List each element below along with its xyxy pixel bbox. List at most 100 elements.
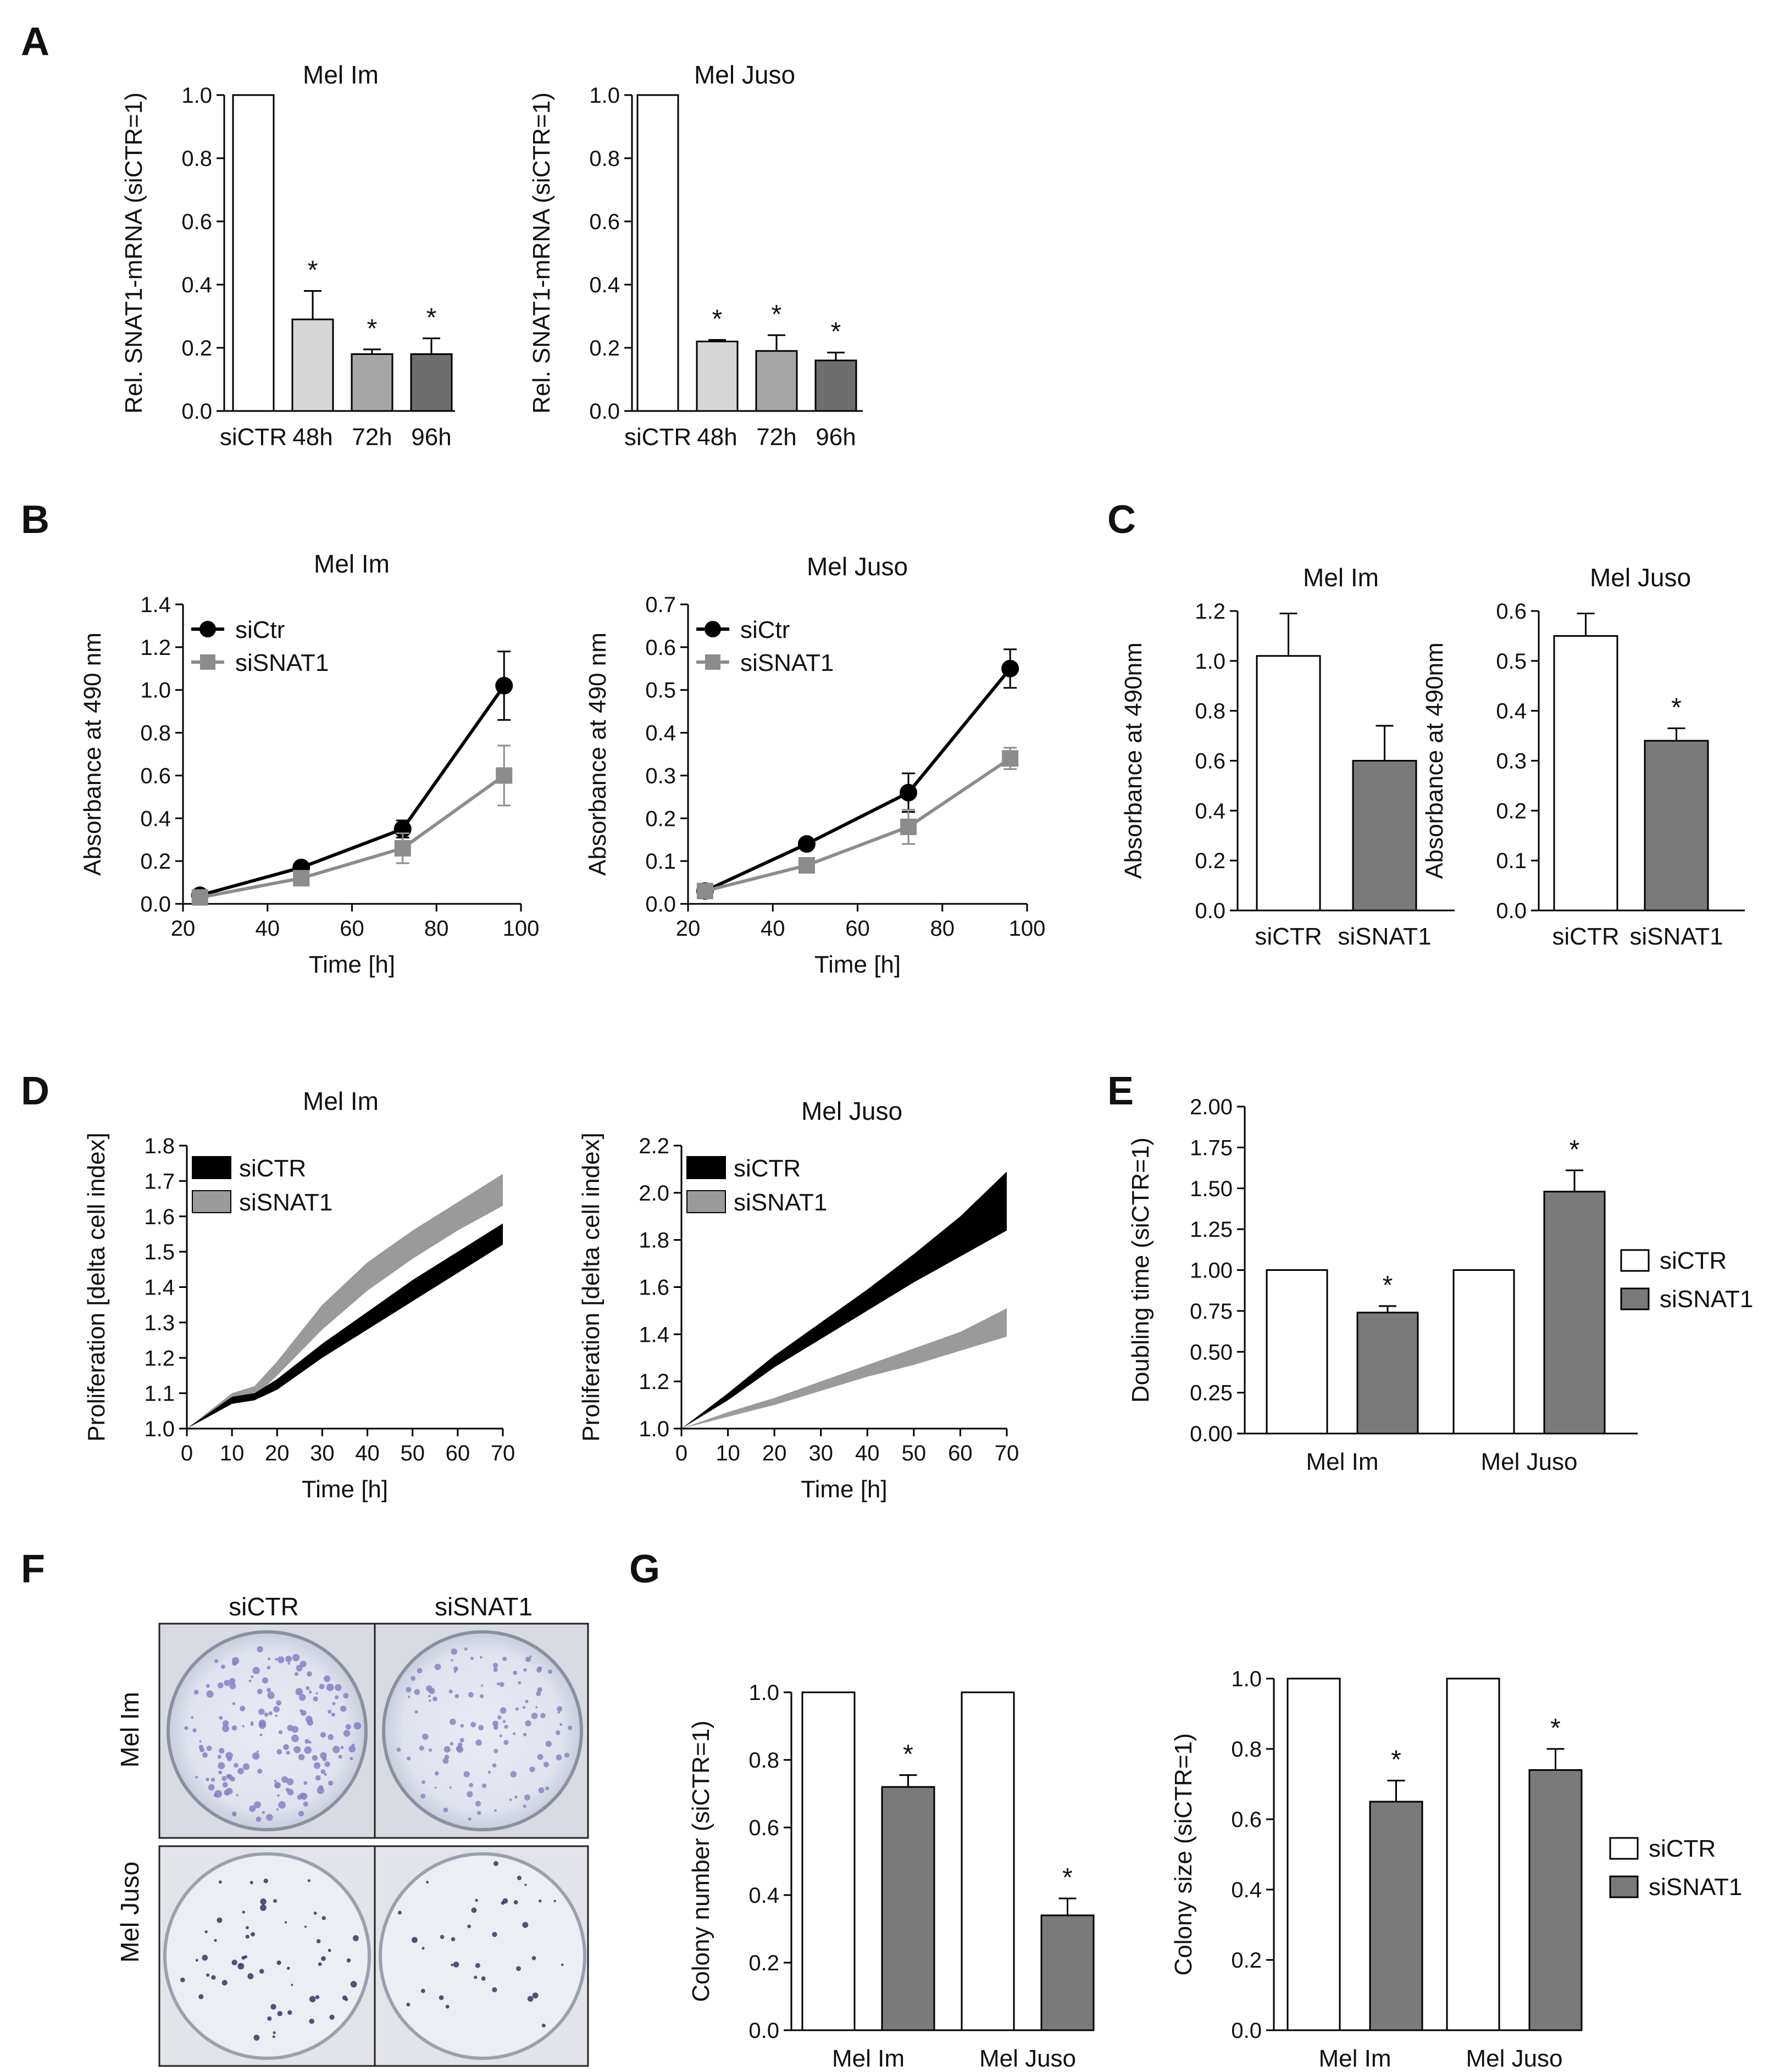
colony-dot	[324, 1761, 330, 1767]
colony-dot	[287, 2010, 292, 2015]
series-band	[681, 1171, 1007, 1429]
colony-dot	[224, 1680, 230, 1686]
colony-dot	[432, 1696, 437, 1702]
legend-marker	[200, 654, 215, 670]
y-tick-label: 0.5	[645, 679, 676, 703]
colony-dot	[198, 1994, 204, 1999]
colony-dot	[469, 1782, 473, 1787]
y-axis-label: Doubling time (siCTR=1)	[1127, 1137, 1154, 1403]
colony-dot	[322, 1757, 327, 1762]
colony-dot	[536, 1667, 542, 1673]
significance-marker: *	[712, 305, 723, 334]
colony-dot	[545, 1786, 550, 1791]
significance-marker: *	[831, 318, 841, 347]
series-band	[187, 1223, 503, 1429]
colony-dot	[470, 1721, 476, 1727]
colony-dot	[195, 1959, 198, 1962]
colony-dot	[414, 1710, 418, 1714]
colony-dot	[492, 1763, 497, 1768]
colony-dot	[492, 1663, 498, 1668]
colony-dot	[285, 1656, 292, 1663]
bar	[1040, 1914, 1095, 2031]
legend-marker	[199, 621, 216, 637]
y-tick-label: 0.2	[1195, 849, 1225, 873]
y-tick-label: 0.0	[140, 892, 171, 916]
y-axis-label: Colony size (siCTR=1)	[1170, 1733, 1197, 1975]
colony-dot	[180, 1977, 185, 1982]
colony-dot	[283, 1744, 289, 1751]
colony-dot	[232, 1660, 237, 1666]
bar	[961, 1691, 1015, 2031]
legend-marker	[705, 621, 721, 637]
y-tick-label: 1.0	[140, 679, 171, 703]
colony-dot	[257, 1646, 263, 1653]
colony-dot	[234, 1763, 239, 1768]
colony-dot	[496, 1682, 500, 1686]
colony-dot	[214, 1659, 219, 1663]
bar	[351, 353, 393, 412]
colony-dot	[262, 1677, 269, 1684]
x-category-label: 72h	[352, 424, 392, 451]
colony-dot	[497, 1715, 502, 1720]
colony-dot	[328, 1734, 334, 1740]
colony-dot	[251, 1932, 255, 1937]
colony-dot	[556, 1754, 562, 1760]
colony-dot	[221, 1664, 225, 1669]
colony-dot	[192, 1728, 197, 1732]
x-tick-label: 50	[400, 1441, 425, 1465]
colony-dot	[273, 1706, 280, 1713]
colony-dot	[475, 1801, 481, 1807]
series-line	[199, 774, 505, 899]
colony-dot	[453, 1962, 459, 1968]
colony-dot	[249, 1881, 253, 1885]
colony-dot	[191, 1716, 194, 1719]
colony-dot	[287, 1662, 291, 1665]
colony-dot	[303, 1781, 308, 1785]
bar	[1446, 1677, 1500, 2031]
colony-dot	[451, 1648, 457, 1655]
data-point	[394, 840, 411, 857]
y-axis-label: Absorbance at 490 nm	[79, 632, 106, 876]
colony-dot	[522, 1921, 529, 1928]
colony-dot	[240, 1706, 246, 1712]
colony-dot	[267, 1665, 271, 1670]
colony-dot	[219, 1748, 225, 1754]
colony-dot	[241, 1956, 246, 1960]
colony-dot	[543, 1762, 549, 1768]
colony-dot	[428, 1687, 435, 1695]
significance-marker: *	[1391, 1746, 1401, 1775]
y-axis-label: Rel. SNAT1-mRNA (siCTR=1)	[120, 92, 147, 414]
colony-dot	[501, 1901, 505, 1905]
colony-dot	[328, 1948, 331, 1952]
x-category-label: siSNAT1	[1338, 923, 1431, 950]
y-axis-label: Proliferation [delta cell index]	[83, 1132, 110, 1442]
colony-dot	[332, 1746, 340, 1753]
x-tick-label: 30	[310, 1441, 335, 1465]
y-tick-label: 0.4	[645, 721, 676, 746]
colony-dot	[202, 1954, 208, 1961]
y-tick-label: 1.50	[1190, 1177, 1233, 1201]
colony-dot	[338, 1754, 342, 1759]
x-category-label: Mel Juso	[1480, 1448, 1577, 1475]
colony-dot	[237, 1963, 245, 1970]
colony-dot	[527, 1996, 534, 2002]
colony-dot	[407, 1756, 411, 1760]
y-tick-label: 1.0	[1195, 649, 1225, 674]
bar	[1352, 760, 1417, 912]
colony-dot	[242, 1763, 250, 1770]
colony-dot	[559, 1723, 563, 1726]
colony-dot	[221, 1725, 230, 1732]
colony-dot	[287, 1725, 294, 1731]
colony-dot	[556, 1730, 561, 1735]
colony-dot	[278, 1801, 286, 1809]
x-category-label: Mel Im	[832, 2045, 905, 2072]
colony-dot	[500, 1707, 507, 1714]
colony-dot	[421, 1780, 425, 1784]
colony-dot	[545, 1741, 552, 1747]
colony-dot	[492, 1987, 497, 1993]
colony-dot	[286, 1751, 290, 1755]
colony-dot	[420, 1988, 425, 1993]
colony-dot	[457, 1742, 463, 1747]
colony-dot	[492, 1932, 497, 1937]
colony-dot	[525, 1720, 531, 1727]
